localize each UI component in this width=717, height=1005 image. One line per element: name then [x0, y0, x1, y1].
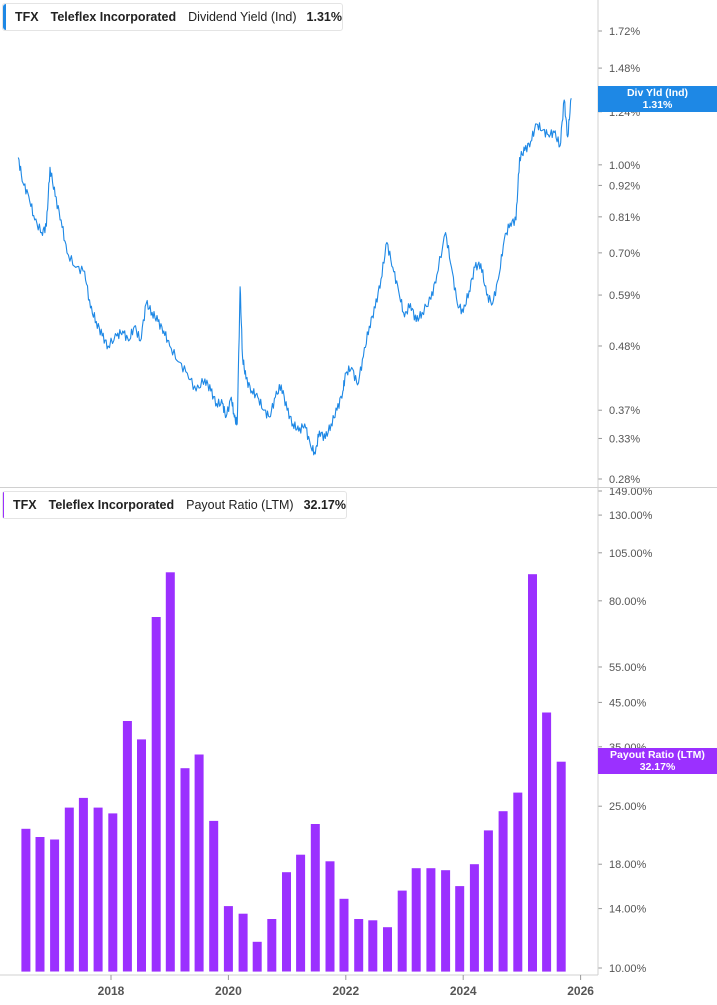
- payout-bar: [64, 807, 74, 972]
- y-tick-label: 1.48%: [609, 63, 640, 75]
- payout-bar: [180, 768, 190, 972]
- payout-bar: [137, 739, 146, 972]
- payout-bar: [556, 761, 566, 972]
- payout-bar: [469, 864, 479, 972]
- current-value-tag-yield: Div Yld (Ind) 1.31%: [598, 86, 717, 112]
- y-tick-label: 0.37%: [609, 405, 640, 417]
- legend-metric: Payout Ratio (LTM): [186, 498, 294, 512]
- series-color-swatch: [3, 492, 5, 518]
- x-tick-label: 2024: [450, 984, 477, 998]
- payout-bar: [252, 941, 262, 972]
- y-tick-label: 105.00%: [609, 548, 653, 560]
- y-tick-label: 80.00%: [609, 596, 647, 608]
- legend-ticker: TFX: [15, 10, 39, 24]
- payout-bar: [78, 797, 88, 972]
- payout-bar: [513, 792, 523, 972]
- payout-bar: [528, 574, 537, 972]
- payout-bar: [441, 870, 451, 972]
- payout-bar: [21, 828, 31, 972]
- legend-payout-ratio: TFX Teleflex Incorporated Payout Ratio (…: [2, 491, 347, 519]
- payout-bar: [339, 898, 349, 972]
- series-color-swatch: [3, 4, 7, 30]
- legend-metric: Dividend Yield (Ind): [188, 10, 297, 24]
- x-axis: 2018 2020 2022 2024 2026: [0, 974, 598, 998]
- y-tick-label: 0.92%: [609, 180, 640, 192]
- y-tick-label: 10.00%: [609, 963, 647, 975]
- y-tick-label: 18.00%: [609, 859, 647, 871]
- payout-bar: [383, 927, 392, 972]
- y-tick-label: 14.00%: [609, 904, 647, 916]
- payout-bar: [238, 913, 248, 972]
- payout-bar: [50, 839, 60, 972]
- payout-bar: [426, 868, 436, 972]
- x-tick-label: 2022: [332, 984, 359, 998]
- payout-bar: [368, 920, 378, 972]
- legend-company: Teleflex Incorporated: [50, 10, 177, 24]
- y-tick-label: 0.48%: [609, 341, 640, 353]
- payout-bar: [310, 824, 320, 972]
- y-tick-label: 0.81%: [609, 212, 640, 224]
- payout-bar: [93, 807, 103, 972]
- tag-label: Div Yld (Ind): [626, 87, 689, 99]
- y-tick-label: 0.28%: [609, 474, 640, 486]
- y-tick-label: 0.33%: [609, 433, 640, 445]
- legend-ticker: TFX: [13, 498, 37, 512]
- x-tick-label: 2020: [215, 984, 242, 998]
- legend-value: 32.17%: [303, 498, 346, 512]
- legend-dividend-yield: TFX Teleflex Incorporated Dividend Yield…: [2, 3, 343, 31]
- payout-bar: [209, 820, 219, 972]
- payout-bar: [296, 854, 306, 972]
- payout-bar: [455, 886, 465, 972]
- y-tick-label: 25.00%: [609, 801, 647, 813]
- legend-company: Teleflex Incorporated: [48, 498, 175, 512]
- payout-bar: [325, 861, 335, 972]
- y-tick-label: 55.00%: [609, 662, 647, 674]
- x-tick-label: 2026: [567, 984, 594, 998]
- dividend-yield-line: [17, 98, 572, 456]
- payout-bar: [498, 811, 508, 972]
- tag-value: 1.31%: [642, 99, 673, 111]
- tag-value: 32.17%: [639, 761, 676, 773]
- payout-ratio-chart: 149.00% 130.00% 105.00% 80.00% 55.00% 45.00% 3…: [21, 486, 653, 975]
- payout-bar: [223, 906, 233, 972]
- payout-bar: [397, 890, 407, 972]
- y-tick-label: 130.00%: [609, 510, 653, 522]
- current-value-tag-payout: Payout Ratio (LTM) 32.17%: [598, 748, 717, 774]
- payout-bar: [483, 830, 493, 972]
- y-tick-label: 0.70%: [609, 248, 640, 260]
- x-tick-label: 2018: [98, 984, 125, 998]
- y-tick-label: 1.00%: [609, 160, 640, 172]
- tag-label: Payout Ratio (LTM): [610, 749, 705, 761]
- y-tick-label: 149.00%: [609, 486, 653, 498]
- payout-bar: [411, 868, 421, 972]
- payout-bar: [122, 721, 132, 972]
- y-tick-label: 45.00%: [609, 697, 647, 709]
- y-tick-label: 0.59%: [609, 290, 640, 302]
- payout-bar: [282, 872, 291, 972]
- payout-bar: [151, 617, 161, 972]
- payout-bar: [354, 919, 364, 972]
- y-tick-label: 1.72%: [609, 26, 640, 38]
- payout-bar: [35, 837, 45, 972]
- payout-bar: [108, 813, 118, 972]
- payout-bar: [542, 712, 552, 972]
- payout-bar: [165, 572, 175, 972]
- payout-bar: [194, 754, 204, 972]
- payout-bar: [267, 919, 277, 972]
- legend-value: 1.31%: [306, 10, 342, 24]
- dividend-yield-chart: 1.72%1.48%1.24%1.00%0.92%0.81%0.70%0.59%…: [17, 26, 640, 486]
